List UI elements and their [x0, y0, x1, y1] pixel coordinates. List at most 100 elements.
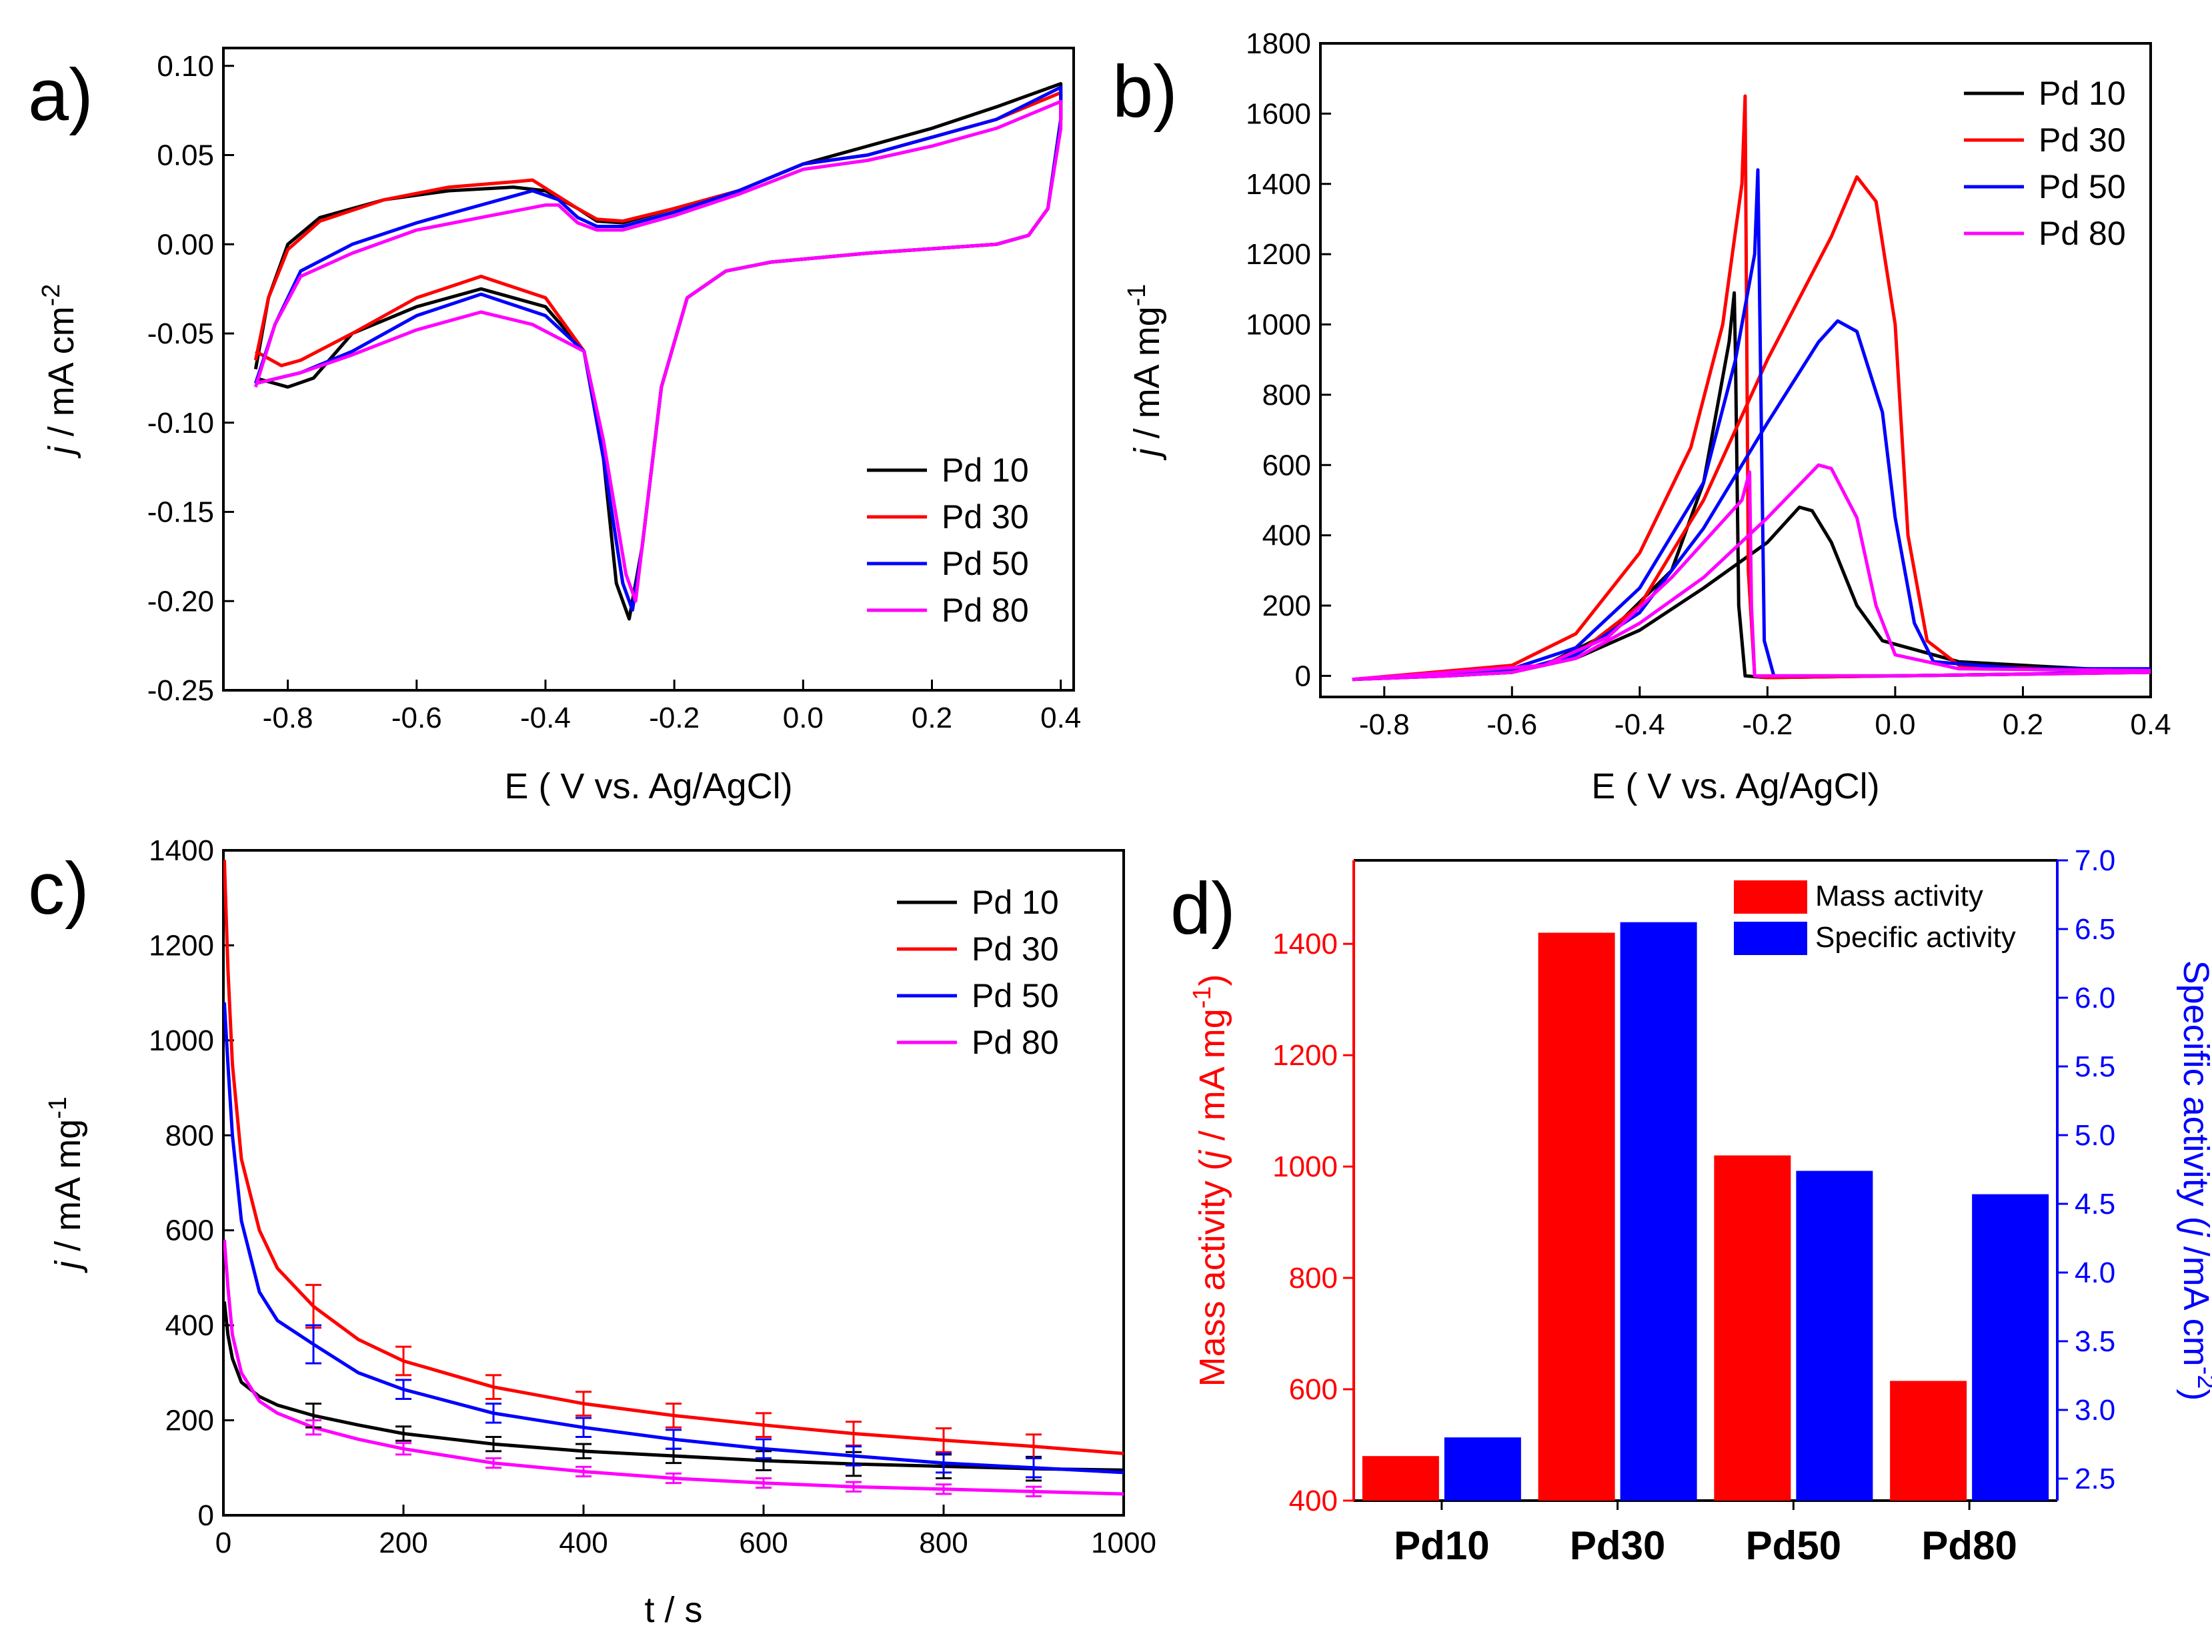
bar-specific-activity	[1444, 1437, 1521, 1501]
y-axis-label: j / mA cm-2	[37, 284, 81, 460]
y-right-label-exponent: -2	[2192, 1367, 2212, 1389]
x-axis-label: E ( V vs. Ag/AgCl)	[1591, 766, 1879, 806]
data-layer	[253, 82, 1063, 621]
series-line-pd-80	[253, 99, 1063, 603]
right-tick-label: 7.0	[2075, 844, 2115, 877]
x-tick-label: 1000	[1091, 1527, 1156, 1559]
y-tick-label: 0	[1295, 660, 1311, 692]
panel-label: d)	[1170, 868, 1236, 950]
legend-label: Pd 30	[972, 930, 1059, 968]
y-tick-label: -0.25	[147, 674, 214, 707]
bar-mass-activity	[1714, 1155, 1791, 1501]
y-tick-label: -0.05	[147, 317, 214, 350]
right-tick-label: 5.5	[2075, 1050, 2115, 1083]
y-tick-label: -0.20	[147, 585, 214, 618]
y-tick-label: 1400	[149, 834, 214, 867]
y-axis-label-left: Mass activity (j / mA mg-1)	[1188, 974, 1232, 1387]
bar-specific-activity	[1620, 922, 1697, 1501]
x-tick-label: -0.8	[1359, 708, 1410, 741]
x-tick-label: 0.2	[912, 702, 952, 734]
y-tick-label: 400	[165, 1309, 214, 1342]
category-label: Pd10	[1394, 1523, 1489, 1568]
x-tick-label: 0	[215, 1527, 231, 1559]
plot-frame	[222, 849, 1125, 1517]
y-tick-label: 600	[165, 1214, 214, 1247]
x-tick-label: -0.6	[391, 702, 442, 734]
legend-label: Pd 10	[2039, 75, 2126, 112]
x-tick-label: 0.0	[783, 702, 824, 734]
y-tick-label: 0.05	[157, 139, 214, 172]
x-tick-label: 200	[379, 1527, 427, 1559]
legend-label: Specific activity	[1815, 921, 2016, 954]
series-line-pd-10	[1352, 291, 2151, 682]
x-tick-label: -0.8	[263, 702, 313, 734]
x-tick-label: -0.4	[520, 702, 571, 734]
x-tick-label: 0.0	[1875, 708, 1915, 741]
x-tick-label: -0.4	[1614, 708, 1665, 741]
left-tick-label: 1200	[1272, 1039, 1338, 1072]
right-tick-label: 3.5	[2075, 1325, 2115, 1358]
y-label-exponent: -1	[44, 1096, 72, 1119]
series-line-pd-10	[253, 82, 1063, 621]
y-left-label-unit: / mA mg	[1192, 1008, 1232, 1150]
bar-mass-activity	[1538, 932, 1615, 1501]
x-tick-label: 0.2	[2003, 708, 2043, 741]
x-tick-label: 800	[919, 1527, 968, 1559]
legend-label: Pd 10	[942, 452, 1029, 489]
y-tick-label: 1400	[1246, 168, 1311, 201]
panel-3: 400 600 800 1000 1200 1400 2.5 3.0 3.5 4.0 4.5 5.0 5…	[1170, 844, 2212, 1568]
y-tick-label: 400	[1262, 520, 1311, 552]
data-layer	[1352, 94, 2151, 682]
left-tick-label: 600	[1289, 1373, 1338, 1406]
left-tick-label: 1400	[1272, 928, 1338, 960]
series-line-pd-50	[223, 1002, 1124, 1475]
legend-label: Pd 10	[972, 884, 1059, 921]
bar-specific-activity	[1796, 1170, 1873, 1501]
y-tick-label: -0.10	[147, 407, 214, 440]
right-tick-label: 5.0	[2075, 1119, 2115, 1152]
legend-label: Mass activity	[1815, 880, 1983, 912]
y-tick-label: 0	[198, 1499, 214, 1532]
y-tick-label: 600	[1262, 449, 1311, 482]
category-label: Pd80	[1921, 1523, 2017, 1568]
y-tick-label: 1600	[1246, 97, 1311, 130]
y-tick-label: 1800	[1246, 27, 1311, 60]
legend-label: Pd 50	[942, 545, 1029, 582]
y-label-exponent: -2	[37, 284, 65, 307]
x-axis-label: t / s	[644, 1590, 702, 1630]
left-tick-label: 800	[1289, 1262, 1338, 1295]
y-label-unit: / mA mg	[1127, 306, 1167, 448]
series-line-pd-30	[253, 91, 1063, 612]
legend-label: Pd 80	[942, 592, 1029, 629]
x-axis-label: E ( V vs. Ag/AgCl)	[504, 766, 792, 806]
panel-2: 0 200 400 600 800 1000 0 200 400 600 800 1000 1200 14…	[28, 834, 1156, 1630]
y-tick-label: 1200	[149, 929, 214, 962]
left-tick-label: 1000	[1272, 1150, 1338, 1183]
y-tick-label: 800	[165, 1119, 214, 1152]
plot-frame	[222, 47, 1075, 692]
y-tick-label: 200	[1262, 590, 1311, 622]
y-tick-label: -0.15	[147, 496, 214, 529]
panel-label: a)	[28, 54, 93, 136]
y-right-label-close: )	[2176, 1389, 2212, 1401]
y-axis-label: j / mA mg-1	[1123, 284, 1167, 462]
legend-label: Pd 50	[972, 977, 1059, 1014]
series-line-pd-80	[1352, 463, 2151, 682]
legend-label: Pd 50	[2039, 168, 2126, 205]
category-label: Pd30	[1570, 1523, 1665, 1568]
category-label: Pd50	[1746, 1523, 1841, 1568]
y-left-label-text: Mass activity (	[1192, 1158, 1232, 1387]
y-label-symbol: j	[1127, 447, 1167, 461]
x-tick-label: 0.4	[2130, 708, 2171, 741]
y-right-label-unit: /mA cm	[2176, 1236, 2212, 1367]
y-label-symbol: j	[48, 1260, 88, 1274]
x-tick-label: 600	[739, 1527, 788, 1559]
bar-specific-activity	[1972, 1194, 2049, 1501]
panel-label: c)	[28, 848, 89, 930]
panel-0: -0.8 -0.6 -0.4 -0.2 0.0 0.2 0.4 -0.25 -0.20 -0.15…	[28, 47, 1081, 806]
y-tick-label: 0.00	[157, 228, 214, 261]
panel-label: b)	[1112, 51, 1178, 133]
right-tick-label: 4.0	[2075, 1257, 2115, 1289]
right-tick-label: 3.0	[2075, 1394, 2115, 1427]
